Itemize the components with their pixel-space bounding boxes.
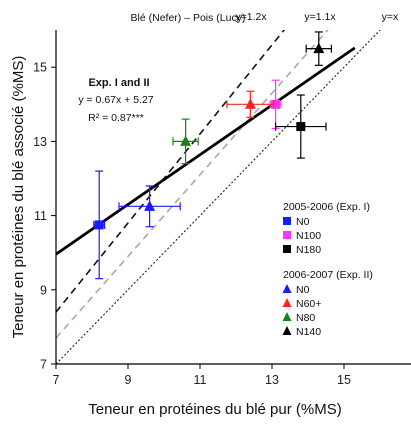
reference-line-label: y=1.2x: [235, 11, 267, 23]
legend-group-title: 2006-2007 (Exp. II): [283, 269, 373, 281]
x-tick-label: 13: [265, 373, 279, 387]
legend-item-label: N100: [296, 230, 321, 242]
legend-item-label: N0: [296, 284, 310, 296]
square-marker: [94, 220, 104, 230]
legend-triangle-marker: [282, 298, 292, 307]
x-tick-label: 9: [125, 373, 132, 387]
legend-item-label: N60+: [296, 298, 321, 310]
legend-item-label: N180: [296, 244, 321, 256]
chart-title: Blé (Nefer) – Pois (Lucy): [131, 12, 246, 24]
x-tick-label: 15: [337, 373, 351, 387]
legend-group-title: 2005-2006 (Exp. I): [283, 201, 370, 213]
data-point: [118, 185, 181, 228]
annotation-equation: y = 0.67x + 5.27: [78, 94, 153, 106]
triangle-marker: [144, 200, 156, 211]
reference-line-2: [56, 30, 329, 339]
x-tick-label: 11: [194, 373, 207, 387]
data-point: [93, 170, 106, 280]
legend-triangle-marker: [282, 284, 292, 293]
legend-square-marker: [283, 231, 291, 239]
annotation-heading: Exp. I and II: [88, 77, 149, 89]
reference-line-label: y=x: [382, 11, 399, 23]
y-tick-label: 15: [33, 61, 47, 75]
reference-line-3: [56, 30, 381, 364]
annotation-r2: R² = 0.87***: [88, 112, 144, 124]
x-axis-label: Teneur en protéines du blé pur (%MS): [88, 401, 341, 418]
y-tick-label: 13: [33, 135, 47, 149]
y-tick-label: 9: [40, 283, 47, 297]
y-axis-label: Teneur en protéines du blé associé (%MS): [10, 56, 27, 339]
legend-item-label: N140: [296, 326, 321, 338]
legend-triangle-marker: [282, 312, 292, 321]
y-tick-label: 11: [34, 209, 47, 223]
legend-square-marker: [283, 245, 291, 253]
legend-item-label: N80: [296, 312, 315, 324]
legend-triangle-marker: [282, 326, 292, 335]
triangle-marker: [244, 98, 256, 109]
data-point: [275, 94, 327, 159]
triangle-marker: [180, 135, 192, 146]
square-marker: [296, 122, 306, 132]
legend-item-label: N0: [296, 216, 310, 228]
data-point: [305, 31, 332, 66]
data-point: [226, 90, 275, 118]
x-tick-label: 7: [53, 373, 60, 387]
reference-line-label: y=1.1x: [304, 11, 336, 23]
y-tick-label: 7: [40, 358, 47, 372]
data-point: [172, 118, 199, 165]
triangle-marker: [313, 42, 325, 54]
square-marker: [271, 99, 281, 109]
legend-square-marker: [283, 217, 291, 225]
reference-line-1: [56, 30, 286, 313]
regression-line: [56, 46, 356, 256]
